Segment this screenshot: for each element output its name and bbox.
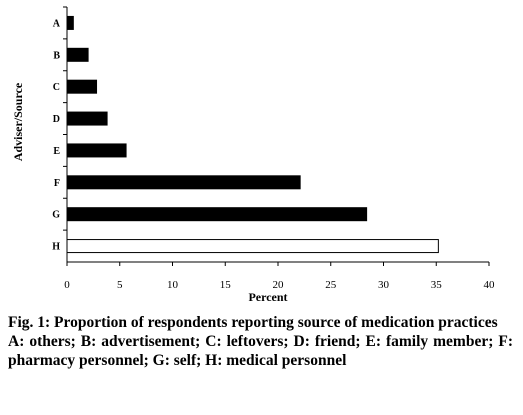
category-labels: A B C D E F G H (52, 6, 67, 253)
category-label-g: G (52, 210, 60, 221)
bar-a (66, 15, 74, 30)
category-label-a: A (53, 18, 61, 29)
category-label-c: C (53, 82, 60, 93)
bar-b (66, 47, 89, 62)
x-tick-label: 10 (167, 279, 179, 291)
x-axis-ticks: 0 5 10 15 20 25 30 35 40 (64, 262, 495, 291)
bar-e (66, 143, 127, 158)
bar-f (66, 175, 301, 190)
y-axis-title: Adviser/Source (11, 82, 25, 161)
bar-chart: A B C D E F G H 0 5 10 15 20 25 30 35 40 Percent Advise… (11, 6, 495, 304)
category-label-f: F (54, 178, 60, 189)
category-label-b: B (53, 50, 60, 61)
category-label-d: D (53, 114, 60, 125)
x-tick-label: 15 (220, 279, 232, 291)
bar-d (66, 111, 108, 126)
x-tick-label: 20 (273, 279, 285, 291)
figure-caption: Fig. 1: Proportion of respondents report… (8, 313, 513, 370)
x-tick-label: 40 (484, 279, 496, 291)
bar-g (66, 207, 368, 222)
bar-c (66, 79, 98, 94)
caption-legend: A: others; B: advertisement; C: leftover… (8, 333, 513, 369)
bar-h (66, 239, 439, 254)
caption-title: Fig. 1: Proportion of respondents report… (8, 314, 498, 331)
x-tick-label: 0 (64, 279, 70, 291)
x-axis-title: Percent (248, 290, 287, 304)
category-label-e: E (53, 146, 60, 157)
x-tick-label: 25 (325, 279, 337, 291)
x-tick-label: 35 (431, 279, 443, 291)
bars-group (66, 15, 439, 254)
category-label-h: H (52, 242, 60, 253)
x-tick-label: 30 (378, 279, 390, 291)
x-tick-label: 5 (117, 279, 123, 291)
